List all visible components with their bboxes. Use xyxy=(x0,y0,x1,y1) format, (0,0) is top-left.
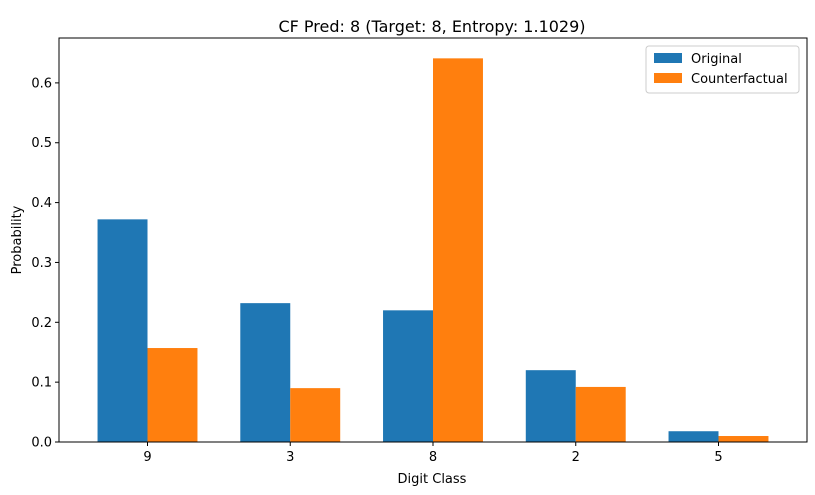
y-tick-label: 0.0 xyxy=(31,436,52,451)
bar-original-3 xyxy=(240,303,291,442)
x-tick-label: 9 xyxy=(143,450,151,465)
bars-group xyxy=(97,58,769,442)
chart-title: CF Pred: 8 (Target: 8, Entropy: 1.1029) xyxy=(278,17,585,36)
bar-counterfactual-9 xyxy=(147,348,198,442)
legend-swatch-counterfactual xyxy=(654,73,682,83)
x-tick-label: 3 xyxy=(286,450,294,465)
bar-counterfactual-8 xyxy=(433,58,483,442)
y-tick-label: 0.2 xyxy=(31,316,52,331)
bar-original-9 xyxy=(97,219,148,442)
x-axis-label: Digit Class xyxy=(398,472,467,487)
y-axis-label: Probability xyxy=(10,205,25,274)
x-tick-label: 8 xyxy=(429,450,437,465)
bar-counterfactual-3 xyxy=(290,388,341,442)
y-tick-label: 0.6 xyxy=(31,76,52,91)
y-tick-label: 0.4 xyxy=(31,196,52,211)
y-tick-label: 0.5 xyxy=(31,136,52,151)
legend-box xyxy=(645,45,800,94)
bar-original-2 xyxy=(525,370,576,442)
bar-original-5 xyxy=(668,431,719,442)
legend-swatch-original xyxy=(654,53,682,63)
legend-label-original: Original xyxy=(691,52,742,67)
y-tick-label: 0.3 xyxy=(31,256,52,271)
x-axis-ticks: 9 3 8 2 5 xyxy=(143,442,723,465)
y-tick-label: 0.1 xyxy=(31,376,52,391)
x-tick-label: 5 xyxy=(714,450,722,465)
plot-frame xyxy=(58,37,808,443)
bar-original-8 xyxy=(383,310,433,442)
bar-counterfactual-5 xyxy=(718,436,769,442)
y-axis-ticks: 0.0 0.1 0.2 0.3 0.4 0.5 0.6 xyxy=(31,76,59,451)
x-tick-label: 2 xyxy=(572,450,580,465)
bar-counterfactual-2 xyxy=(575,386,626,442)
legend: Original Counterfactual xyxy=(645,45,800,94)
legend-label-counterfactual: Counterfactual xyxy=(691,72,788,87)
